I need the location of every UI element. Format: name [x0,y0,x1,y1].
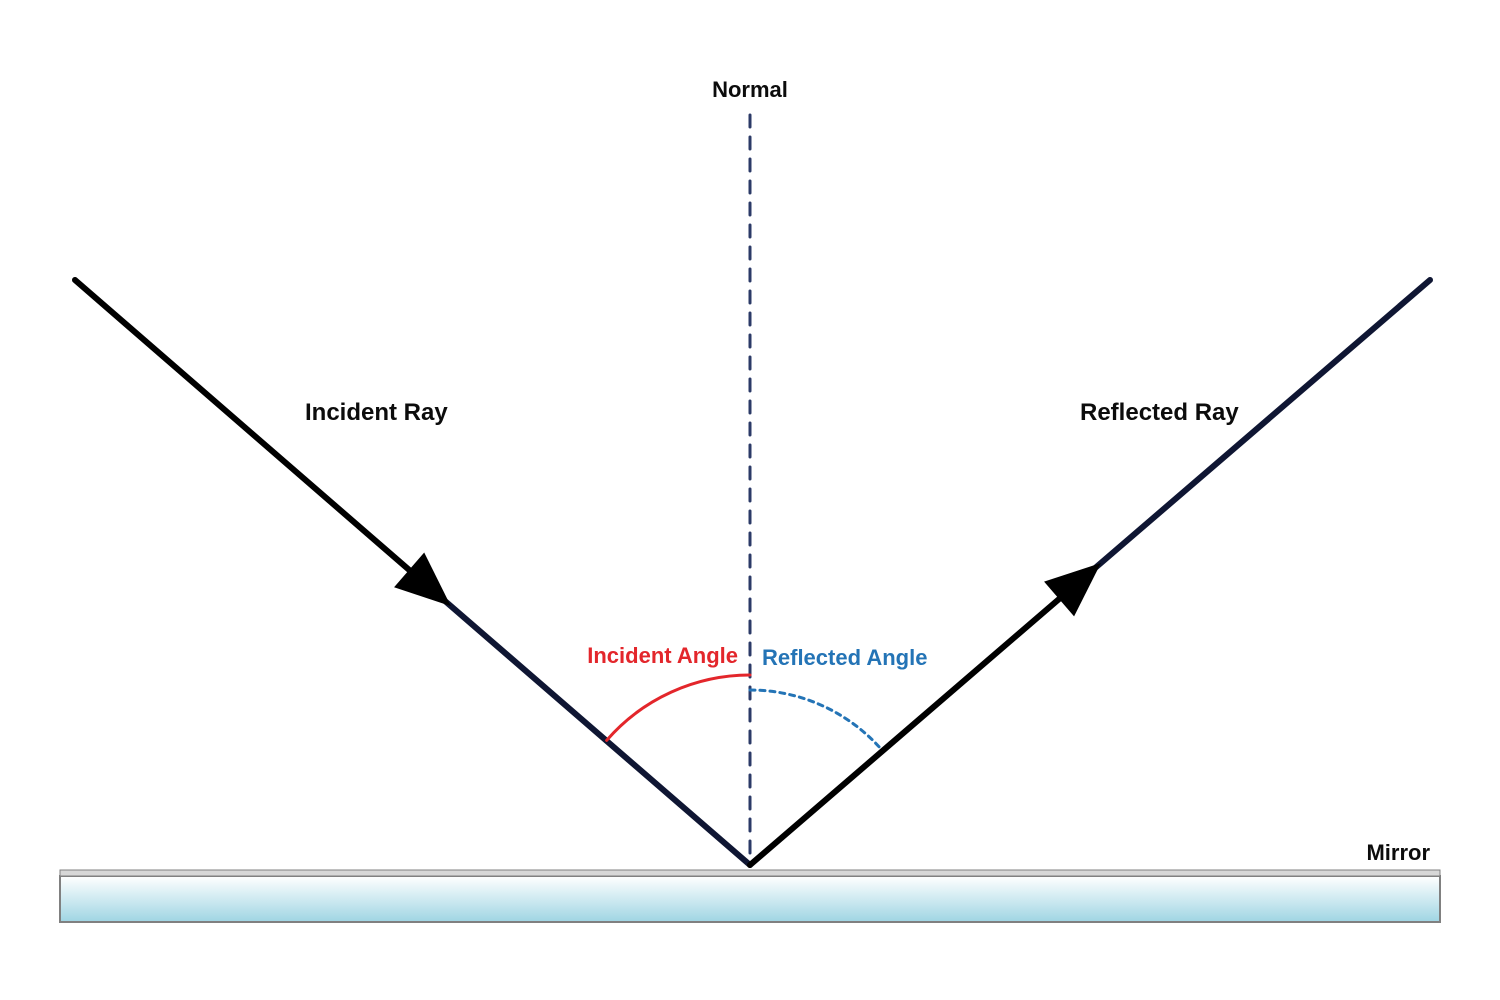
mirror-surface [60,876,1440,922]
reflected-ray-label: Reflected Ray [1080,399,1239,426]
incident-ray-upper [75,280,430,588]
incident-ray-lower [430,588,750,865]
incident-ray-label: Incident Ray [305,399,448,426]
normal-label: Normal [712,77,788,102]
mirror-label: Mirror [1366,840,1430,865]
reflected-angle-arc [750,690,882,750]
reflected-ray-lower [750,581,1080,865]
reflected-ray-upper [1080,280,1430,581]
incident-angle-label: Incident Angle [587,643,738,668]
reflected-angle-label: Reflected Angle [762,645,927,670]
mirror-top-edge [60,870,1440,876]
incident-angle-arc [607,675,750,740]
